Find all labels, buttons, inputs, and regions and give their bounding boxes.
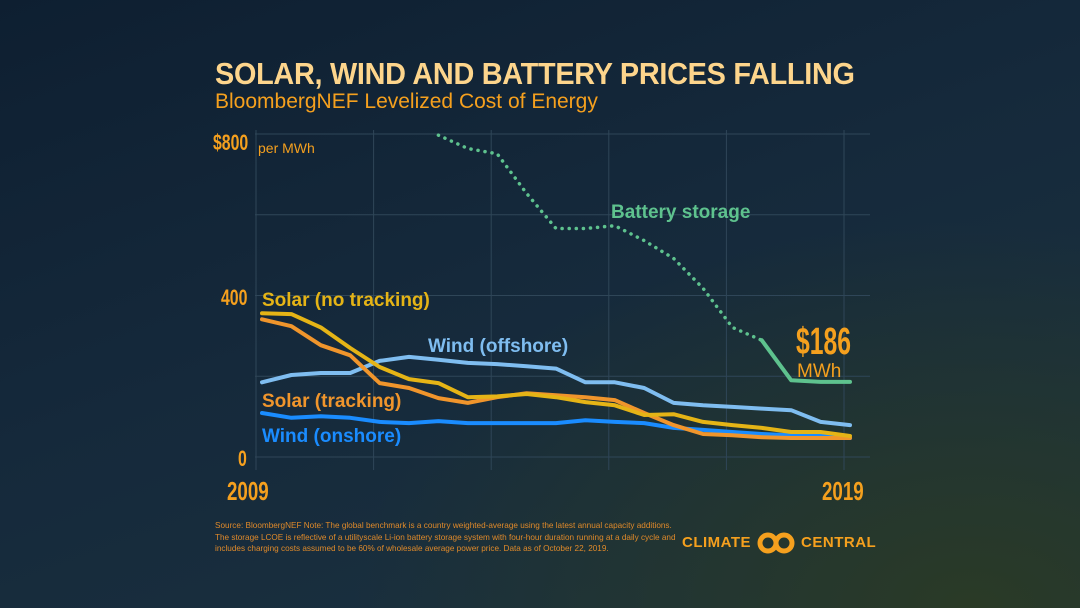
x-tick-2009: 2009 (227, 476, 269, 506)
series-line-battery-storage-dotted (436, 133, 764, 343)
logo-rings-icon (757, 532, 795, 554)
battery-unit-annotation: MWh (797, 361, 842, 382)
source-note: Source: BloombergNEF Note: The global be… (215, 521, 676, 553)
logo-text-left: CLIMATE (682, 534, 752, 552)
logo-text-right: CENTRAL (801, 534, 877, 552)
chart-subtitle: BloombergNEF Levelized Cost of Energy (215, 90, 598, 113)
y-tick-0: 0 (238, 446, 247, 471)
chart-title: SOLAR, WIND AND BATTERY PRICES FALLING (215, 56, 855, 91)
climate-central-logo: CLIMATE CENTRAL (682, 532, 876, 554)
y-tick-400: 400 (221, 285, 248, 310)
y-axis-unit: per MWh (258, 140, 315, 156)
series-line-solar-no-tracking (260, 311, 852, 438)
series-label-solar-tracking: Solar (tracking) (262, 391, 402, 412)
series-label-solar-no-tracking: Solar (no tracking) (262, 290, 430, 311)
series-label-wind-onshore: Wind (onshore) (262, 426, 402, 447)
battery-value-annotation: $186 (796, 321, 851, 363)
y-tick-800: $800 (213, 130, 249, 155)
series-line-wind-offshore (260, 354, 852, 428)
series-label-wind-offshore: Wind (offshore) (428, 336, 569, 357)
series-label-battery-storage: Battery storage (611, 202, 751, 223)
x-tick-2019: 2019 (822, 476, 864, 506)
series-line-wind-onshore (260, 411, 852, 440)
series-line-battery-storage (759, 338, 852, 384)
